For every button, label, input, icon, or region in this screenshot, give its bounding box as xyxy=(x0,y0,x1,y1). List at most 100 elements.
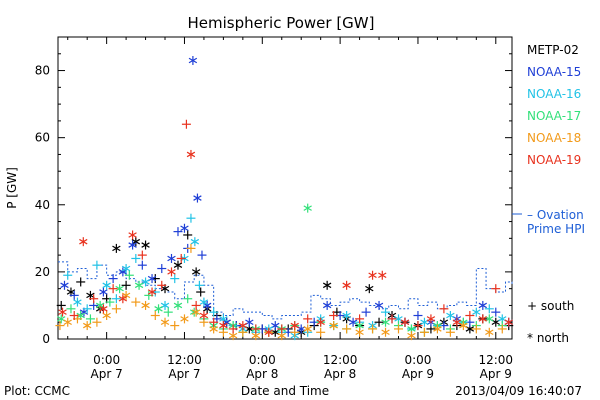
point-south xyxy=(361,307,371,317)
point-north xyxy=(303,324,312,334)
point-south xyxy=(342,324,352,334)
point-south xyxy=(63,270,73,280)
point-north xyxy=(173,260,183,270)
point-south xyxy=(150,311,160,321)
point-north xyxy=(63,317,72,327)
series-noaa-16 xyxy=(63,213,507,341)
x-tick-label-date: Apr 9 xyxy=(480,367,512,381)
ovation-label-line2: Prime HPI xyxy=(527,222,585,236)
point-north xyxy=(485,314,494,324)
point-north xyxy=(121,290,131,300)
south-marker-label: + south xyxy=(527,299,574,313)
point-north xyxy=(219,321,228,331)
point-north xyxy=(426,314,436,324)
point-north xyxy=(329,321,338,331)
point-north xyxy=(381,317,390,327)
legend-noaa-18: NOAA-18 xyxy=(527,131,581,145)
point-south xyxy=(183,230,193,240)
point-south xyxy=(85,314,95,324)
point-north xyxy=(485,327,494,337)
point-south xyxy=(186,213,196,223)
point-south xyxy=(471,324,481,334)
point-north xyxy=(102,311,111,321)
point-south xyxy=(251,324,261,334)
x-tick-label-date: Apr 9 xyxy=(402,367,434,381)
point-north xyxy=(99,287,108,297)
point-north xyxy=(374,300,384,310)
point-north xyxy=(381,327,390,337)
scatter-points xyxy=(55,55,514,341)
point-north xyxy=(199,297,209,307)
point-south xyxy=(92,260,102,270)
point-south xyxy=(111,304,121,314)
point-north xyxy=(180,314,189,324)
x-tick-label-time: 12:00 xyxy=(167,353,202,367)
point-south xyxy=(111,294,121,304)
point-south xyxy=(137,260,147,270)
legend: METP-02 NOAA-15 NOAA-16 NOAA-17 NOAA-18 NOAA-… xyxy=(527,43,581,167)
point-north xyxy=(365,284,374,294)
point-north xyxy=(478,314,488,324)
point-south xyxy=(82,304,92,314)
series-noaa-19 xyxy=(58,119,513,337)
point-south xyxy=(484,304,494,314)
point-south xyxy=(108,284,118,294)
ovation-label-line1: – Ovation xyxy=(527,208,584,222)
point-north xyxy=(73,297,82,307)
x-axis-label: Date and Time xyxy=(241,384,329,398)
point-north xyxy=(504,317,513,327)
point-south xyxy=(89,294,99,304)
point-north xyxy=(202,300,212,310)
point-north xyxy=(167,253,176,263)
point-north xyxy=(60,280,69,290)
point-south xyxy=(55,321,65,331)
point-north xyxy=(368,270,377,280)
point-south xyxy=(368,324,378,334)
point-north xyxy=(141,300,150,310)
legend-noaa-19: NOAA-19 xyxy=(527,153,581,167)
point-south xyxy=(413,311,423,321)
x-tick-label-time: 0:00 xyxy=(249,353,276,367)
point-north xyxy=(342,280,351,290)
point-north xyxy=(190,307,199,317)
point-north xyxy=(141,240,150,250)
point-north xyxy=(173,300,183,310)
point-north xyxy=(82,321,92,331)
point-south xyxy=(124,270,134,280)
point-south xyxy=(228,324,238,334)
point-south xyxy=(170,274,180,284)
x-tick-label-time: 0:00 xyxy=(404,353,431,367)
point-north xyxy=(58,307,67,317)
point-north xyxy=(472,307,481,317)
x-tick-label-date: Apr 7 xyxy=(91,367,123,381)
point-south xyxy=(419,327,429,337)
point-south xyxy=(413,321,423,331)
point-north xyxy=(400,317,410,327)
footer-right: 2013/04/09 16:40:07 xyxy=(455,384,582,398)
point-north xyxy=(264,327,273,337)
north-marker-label: * north xyxy=(527,331,569,345)
point-north xyxy=(188,55,198,65)
point-north xyxy=(355,327,364,337)
point-north xyxy=(121,264,131,274)
point-south xyxy=(277,324,287,334)
point-south xyxy=(381,307,391,317)
point-north xyxy=(342,311,351,321)
x-tick-label-date: Apr 7 xyxy=(168,367,200,381)
y-tick-label: 0 xyxy=(42,332,50,346)
point-north xyxy=(478,300,488,310)
point-south xyxy=(196,287,206,297)
point-south xyxy=(329,311,339,321)
point-north xyxy=(407,331,416,341)
point-south xyxy=(316,327,326,337)
point-north xyxy=(102,280,111,290)
point-south xyxy=(465,311,475,321)
point-south xyxy=(186,243,196,253)
point-north xyxy=(167,267,176,277)
point-south xyxy=(194,280,204,290)
point-south xyxy=(170,321,180,331)
point-south xyxy=(209,317,219,327)
point-south xyxy=(69,290,79,300)
point-south xyxy=(69,311,79,321)
